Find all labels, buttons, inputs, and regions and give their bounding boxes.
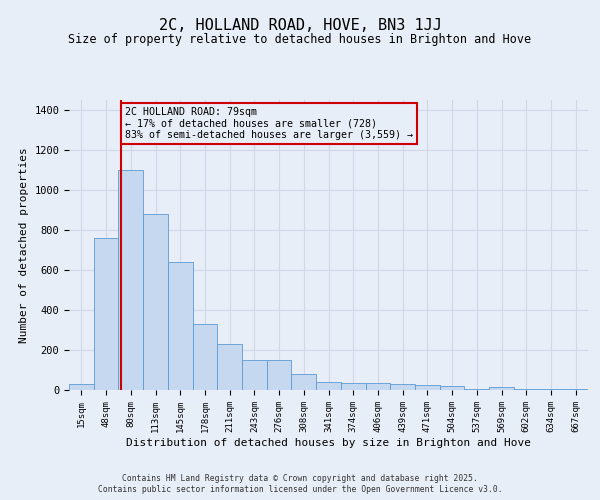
Bar bbox=[316, 382, 341, 390]
Bar bbox=[242, 360, 267, 390]
Bar bbox=[341, 383, 365, 390]
Bar bbox=[118, 170, 143, 390]
Text: 2C, HOLLAND ROAD, HOVE, BN3 1JJ: 2C, HOLLAND ROAD, HOVE, BN3 1JJ bbox=[158, 18, 442, 32]
Bar bbox=[514, 389, 539, 390]
Bar bbox=[415, 385, 440, 390]
Bar bbox=[563, 389, 588, 390]
Bar bbox=[193, 324, 217, 390]
Bar bbox=[464, 389, 489, 390]
Bar bbox=[489, 387, 514, 390]
Bar bbox=[69, 384, 94, 390]
Bar bbox=[217, 344, 242, 390]
Bar bbox=[390, 384, 415, 390]
Bar bbox=[292, 374, 316, 390]
Text: 2C HOLLAND ROAD: 79sqm
← 17% of detached houses are smaller (728)
83% of semi-de: 2C HOLLAND ROAD: 79sqm ← 17% of detached… bbox=[125, 107, 413, 140]
Text: Contains HM Land Registry data © Crown copyright and database right 2025.
Contai: Contains HM Land Registry data © Crown c… bbox=[98, 474, 502, 494]
Y-axis label: Number of detached properties: Number of detached properties bbox=[19, 147, 29, 343]
Bar bbox=[94, 238, 118, 390]
Bar bbox=[143, 214, 168, 390]
Bar bbox=[440, 386, 464, 390]
X-axis label: Distribution of detached houses by size in Brighton and Hove: Distribution of detached houses by size … bbox=[126, 438, 531, 448]
Bar bbox=[168, 262, 193, 390]
Bar bbox=[539, 389, 563, 390]
Bar bbox=[365, 383, 390, 390]
Text: Size of property relative to detached houses in Brighton and Hove: Size of property relative to detached ho… bbox=[68, 32, 532, 46]
Bar bbox=[267, 360, 292, 390]
